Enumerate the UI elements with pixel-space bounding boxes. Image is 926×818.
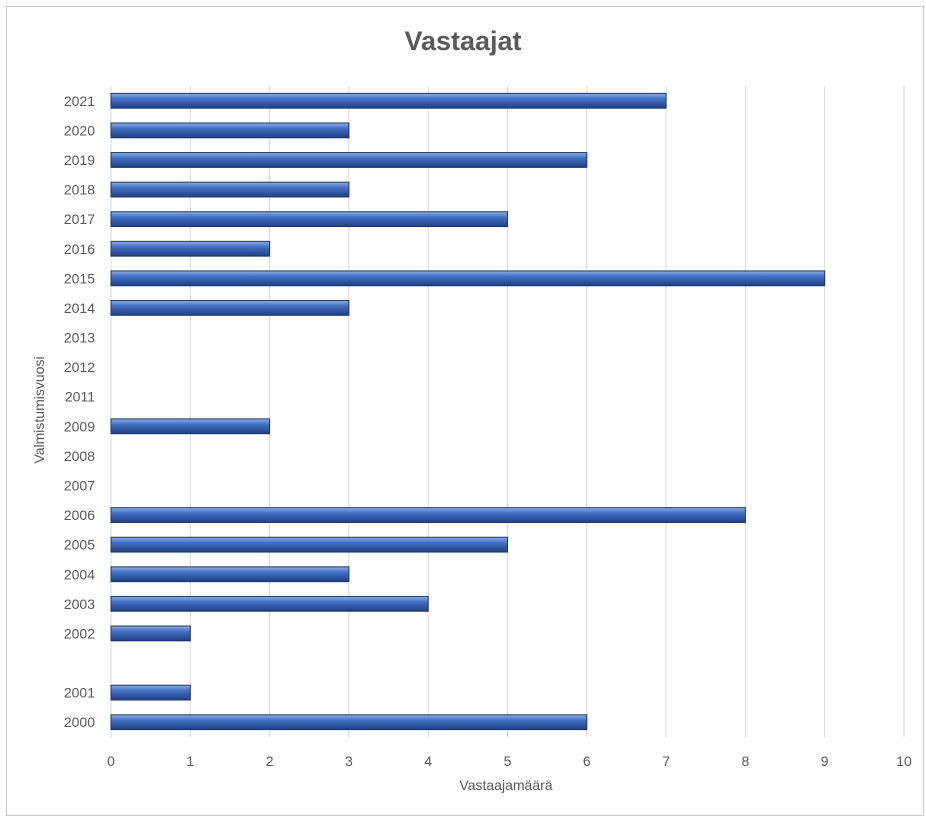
y-tick-label: 2016 [64, 241, 95, 257]
y-axis-title: Valmistumisvuosi [31, 356, 47, 463]
x-tick-label: 5 [504, 753, 512, 769]
x-tick-label: 3 [345, 753, 353, 769]
x-tick-label: 4 [424, 753, 432, 769]
bar [110, 300, 350, 316]
x-tick-label: 8 [742, 753, 750, 769]
y-tick-label: 2014 [64, 300, 95, 316]
y-tick-label: 2019 [64, 152, 95, 168]
y-tick-label: 2017 [64, 211, 95, 227]
y-tick-label: 2011 [65, 389, 95, 405]
bar [110, 122, 350, 139]
bar [110, 92, 667, 109]
x-tick-label: 7 [662, 753, 670, 769]
chart-frame [6, 6, 924, 816]
y-tick-label: 2005 [64, 537, 95, 553]
bar [110, 625, 191, 642]
bar [110, 536, 508, 553]
y-tick-label: 2021 [64, 93, 95, 109]
y-tick-label: 2006 [64, 507, 95, 523]
bar [110, 211, 508, 228]
x-tick-label: 9 [821, 753, 829, 769]
y-tick-label: 2000 [64, 714, 95, 730]
x-tick-label: 1 [186, 753, 194, 769]
x-tick-label: 10 [896, 753, 912, 769]
bar [110, 684, 191, 701]
y-tick-label: 2008 [64, 448, 95, 464]
y-tick-label: 2012 [64, 359, 95, 375]
y-tick-label: 2018 [64, 182, 95, 198]
y-tick-label: 2007 [64, 477, 95, 493]
y-tick-label: 2002 [64, 625, 95, 641]
bar [110, 270, 826, 287]
bar [110, 566, 350, 583]
y-tick-label: 2009 [64, 418, 95, 434]
bar [110, 152, 588, 168]
y-tick-label: 2001 [64, 685, 95, 701]
y-tick-label: 2013 [64, 330, 95, 346]
bar [110, 418, 271, 435]
x-tick-label: 2 [266, 753, 274, 769]
bar [110, 181, 350, 198]
x-tick-label: 6 [583, 753, 591, 769]
chart-title: Vastaajat [404, 26, 522, 56]
y-tick-label: 2004 [64, 566, 95, 582]
bar [110, 595, 429, 612]
y-tick-label: 2015 [64, 270, 95, 286]
y-tick-label: 2003 [64, 596, 95, 612]
y-tick-label: 2020 [64, 122, 95, 138]
bar [110, 507, 746, 523]
bar [110, 714, 588, 731]
bar [110, 240, 271, 257]
x-axis-title: Vastaajamäärä [459, 777, 552, 793]
x-tick-label: 0 [107, 753, 115, 769]
